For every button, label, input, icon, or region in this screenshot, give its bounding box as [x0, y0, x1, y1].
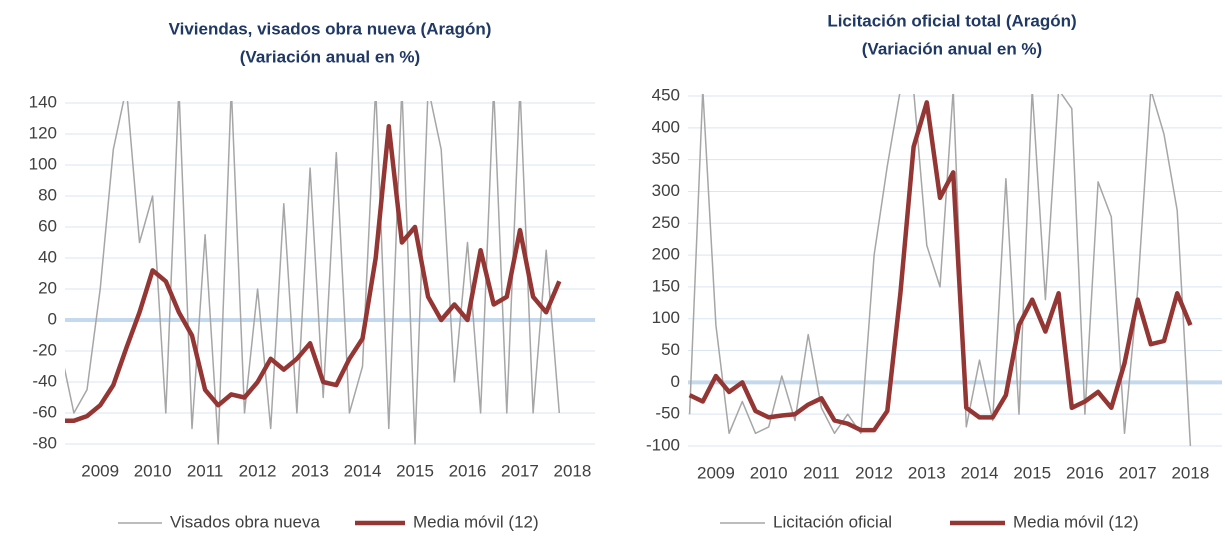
y-tick-label: -100 — [646, 435, 680, 454]
x-tick-label: 2015 — [396, 461, 434, 480]
legend-label: Media móvil (12) — [413, 512, 539, 531]
y-tick-label: 450 — [652, 85, 680, 104]
y-tick-label: 200 — [652, 245, 680, 264]
x-tick-label: 2009 — [697, 463, 735, 482]
legend-label: Licitación oficial — [773, 512, 892, 531]
x-tick-label: 2010 — [134, 461, 172, 480]
x-tick-label: 2017 — [501, 461, 539, 480]
chart-panel: Viviendas, visados obra nueva (Aragón) (V… — [29, 19, 595, 531]
y-tick-label: 60 — [38, 216, 57, 235]
y-tick-label: -60 — [32, 402, 57, 421]
y-tick-label: 250 — [652, 213, 680, 232]
y-tick-label: 300 — [652, 181, 680, 200]
chart-subtitle: (Variación anual en %) — [862, 39, 1042, 58]
y-tick-label: 140 — [29, 92, 57, 111]
legend-label: Visados obra nueva — [170, 512, 321, 531]
y-tick-label: -40 — [32, 371, 57, 390]
chart-title: Viviendas, visados obra nueva (Aragón) — [169, 19, 492, 38]
y-tick-label: 20 — [38, 278, 57, 297]
x-tick-label: 2010 — [750, 463, 788, 482]
y-tick-label: 40 — [38, 247, 57, 266]
chart-title: Licitación oficial total (Aragón) — [827, 11, 1076, 30]
y-tick-label: 100 — [652, 308, 680, 327]
series-line — [65, 101, 561, 445]
x-tick-label: 2013 — [291, 461, 329, 480]
x-tick-label: 2018 — [1171, 463, 1209, 482]
y-tick-label: 0 — [48, 309, 57, 328]
x-tick-label: 2012 — [855, 463, 893, 482]
x-tick-label: 2014 — [961, 463, 999, 482]
series-line — [65, 124, 562, 424]
series-line — [688, 94, 1192, 447]
x-tick-label: 2016 — [449, 461, 487, 480]
chart-subtitle: (Variación anual en %) — [240, 47, 420, 66]
y-tick-label: 120 — [29, 123, 57, 142]
x-tick-label: 2018 — [554, 461, 592, 480]
x-tick-label: 2014 — [344, 461, 382, 480]
chart-panel: Licitación oficial total (Aragón) (Variac… — [646, 11, 1222, 531]
x-tick-label: 2009 — [81, 461, 119, 480]
series-line — [688, 100, 1193, 433]
x-tick-label: 2017 — [1119, 463, 1157, 482]
y-tick-label: 80 — [38, 185, 57, 204]
x-tick-label: 2011 — [803, 463, 840, 482]
x-tick-label: 2013 — [908, 463, 946, 482]
y-tick-label: 0 — [671, 372, 680, 391]
y-tick-label: 350 — [652, 149, 680, 168]
x-tick-label: 2016 — [1066, 463, 1104, 482]
y-tick-label: 100 — [29, 154, 57, 173]
y-tick-label: 50 — [661, 340, 680, 359]
x-tick-label: 2011 — [187, 461, 224, 480]
y-tick-label: -20 — [32, 340, 57, 359]
legend-label: Media móvil (12) — [1013, 512, 1139, 531]
y-tick-label: 400 — [652, 117, 680, 136]
y-tick-label: -80 — [32, 433, 57, 452]
x-tick-label: 2012 — [239, 461, 277, 480]
y-tick-label: -50 — [655, 404, 680, 423]
y-tick-label: 150 — [652, 276, 680, 295]
x-tick-label: 2015 — [1013, 463, 1051, 482]
